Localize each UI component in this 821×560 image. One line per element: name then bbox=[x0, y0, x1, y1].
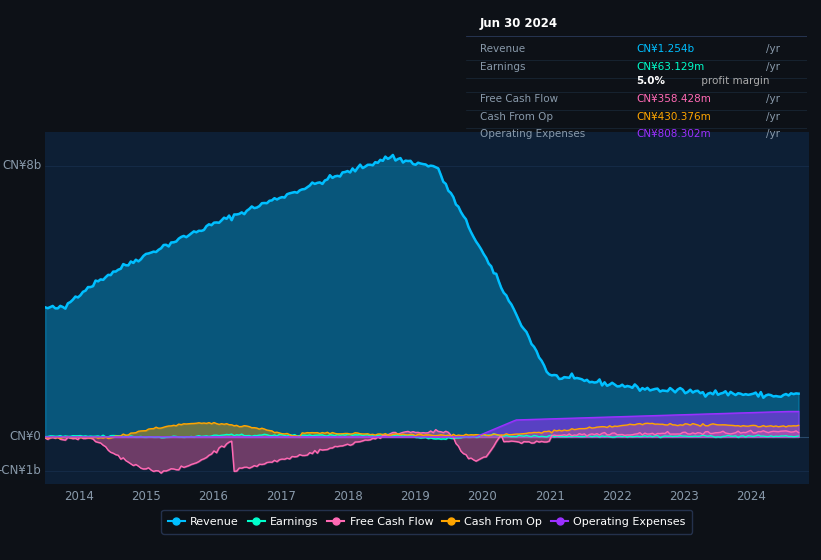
Text: Jun 30 2024: Jun 30 2024 bbox=[480, 17, 558, 30]
Text: CN¥808.302m: CN¥808.302m bbox=[637, 129, 711, 139]
Text: CN¥8b: CN¥8b bbox=[2, 159, 41, 172]
Text: Cash From Op: Cash From Op bbox=[480, 111, 553, 122]
Text: CN¥0: CN¥0 bbox=[10, 430, 41, 444]
Legend: Revenue, Earnings, Free Cash Flow, Cash From Op, Operating Expenses: Revenue, Earnings, Free Cash Flow, Cash … bbox=[162, 510, 692, 534]
Text: Free Cash Flow: Free Cash Flow bbox=[480, 94, 558, 104]
Text: /yr: /yr bbox=[766, 129, 780, 139]
Text: 5.0%: 5.0% bbox=[637, 76, 666, 86]
Text: Revenue: Revenue bbox=[480, 44, 525, 54]
Text: -CN¥1b: -CN¥1b bbox=[0, 464, 41, 478]
Text: CN¥430.376m: CN¥430.376m bbox=[637, 111, 712, 122]
Text: profit margin: profit margin bbox=[698, 76, 769, 86]
Text: Operating Expenses: Operating Expenses bbox=[480, 129, 585, 139]
Text: CN¥63.129m: CN¥63.129m bbox=[637, 62, 705, 72]
Text: CN¥1.254b: CN¥1.254b bbox=[637, 44, 695, 54]
Text: /yr: /yr bbox=[766, 62, 780, 72]
Text: /yr: /yr bbox=[766, 111, 780, 122]
Text: Earnings: Earnings bbox=[480, 62, 525, 72]
Text: /yr: /yr bbox=[766, 44, 780, 54]
Text: /yr: /yr bbox=[766, 94, 780, 104]
Text: CN¥358.428m: CN¥358.428m bbox=[637, 94, 712, 104]
